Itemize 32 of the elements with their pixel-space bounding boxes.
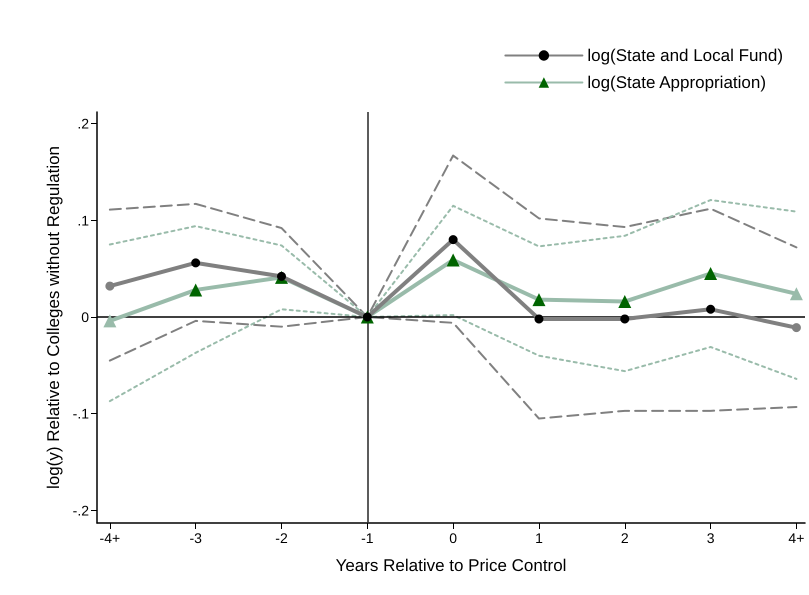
point [704, 267, 718, 280]
x-tick-label: 4+ [788, 530, 804, 546]
point [792, 323, 801, 332]
x-tick-label: -2 [275, 530, 288, 546]
point [191, 258, 200, 268]
x-axis-title: Years Relative to Price Control [336, 556, 566, 575]
x-tick-label: 1 [535, 530, 544, 546]
x-tick-label: 2 [620, 530, 629, 546]
point [534, 314, 544, 324]
legend-label: log(State and Local Fund) [587, 46, 783, 65]
y-tick-label: .2 [77, 116, 90, 132]
point [618, 295, 632, 308]
point [790, 287, 803, 300]
x-tick-label: 0 [449, 530, 458, 546]
point [620, 314, 630, 324]
y-axis-title: log(y) Relative to Colleges without Regulation [44, 146, 63, 490]
point [189, 283, 202, 296]
point [706, 304, 716, 314]
point [532, 293, 546, 306]
x-tick-label: -3 [189, 530, 202, 546]
y-tick-label: -.1 [72, 406, 90, 422]
point [103, 314, 116, 328]
x-tick-label: 3 [706, 530, 715, 546]
y-tick-label: -.2 [72, 502, 90, 518]
point [448, 235, 458, 244]
legend-label: log(State Appropriation) [587, 73, 766, 92]
y-tick-label: .1 [77, 212, 90, 228]
y-tick-label: 0 [81, 309, 90, 326]
x-tick-label: -1 [361, 530, 374, 546]
x-tick-label: -4+ [100, 530, 120, 546]
point [105, 282, 114, 291]
point [446, 253, 460, 266]
